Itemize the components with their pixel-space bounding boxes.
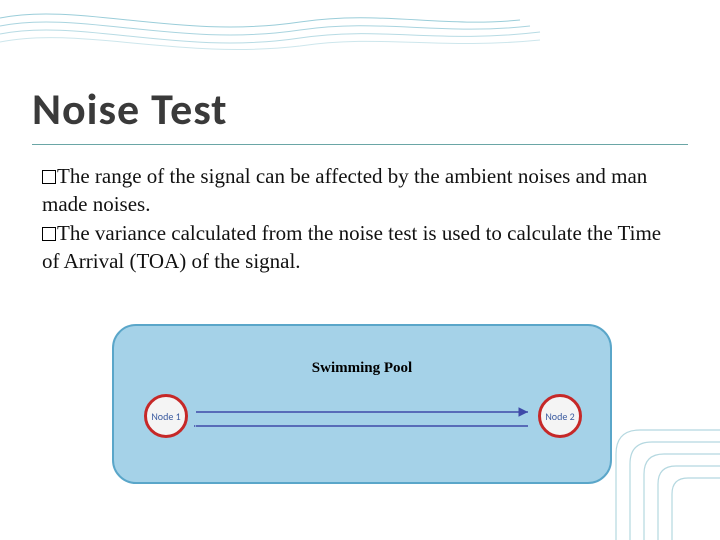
bullet-2: The variance calculated from the noise t… xyxy=(42,219,682,276)
bullet-2-text: The variance calculated from the noise t… xyxy=(42,221,661,273)
bidirectional-arrows xyxy=(194,406,530,434)
node-2: Node 2 xyxy=(538,394,582,438)
bullet-1-text: The range of the signal can be affected … xyxy=(42,164,647,216)
title-underline xyxy=(32,144,688,145)
slide-title: Noise Test xyxy=(32,82,228,136)
swimming-pool-diagram: Swimming Pool Node 1 Node 2 xyxy=(112,318,612,494)
node-1: Node 1 xyxy=(144,394,188,438)
body-text: The range of the signal can be affected … xyxy=(42,162,682,275)
wave-decoration xyxy=(0,0,720,60)
bullet-box-icon xyxy=(42,170,56,184)
bullet-1: The range of the signal can be affected … xyxy=(42,162,682,219)
pool-shape xyxy=(112,324,612,484)
node-2-label: Node 2 xyxy=(545,410,574,423)
node-1-label: Node 1 xyxy=(151,410,180,423)
bullet-box-icon xyxy=(42,227,56,241)
pool-label: Swimming Pool xyxy=(112,360,612,377)
